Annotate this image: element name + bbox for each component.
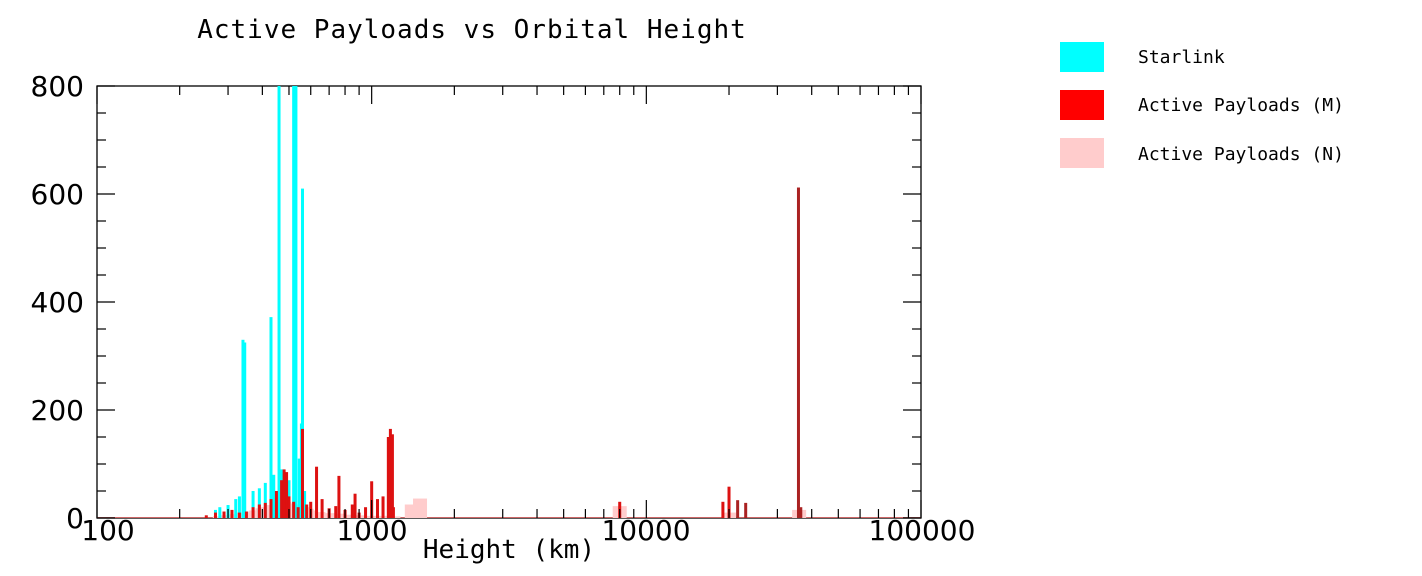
legend-label-active-payloads-m: Active Payloads (M) xyxy=(1138,95,1344,116)
bar-active-payloads-m-36 xyxy=(391,507,395,518)
chart-title: Active Payloads vs Orbital Height xyxy=(197,15,747,45)
legend: Starlink Active Payloads (M) Active Payl… xyxy=(1060,42,1344,168)
bar-starlink-10 xyxy=(269,317,273,518)
bar-active-payloads-m-12 xyxy=(282,469,286,518)
bar-active-payloads-m-31 xyxy=(375,499,379,518)
bar-starlink-9 xyxy=(263,482,267,518)
bar-starlink-17 xyxy=(297,458,301,518)
x-tick-label-1000: 1000 xyxy=(336,514,407,547)
bar-active-payloads-m-7 xyxy=(257,504,261,518)
bar-starlink-16 xyxy=(294,86,298,518)
legend-label-starlink: Starlink xyxy=(1138,47,1225,68)
bar-active-payloads-n-26 xyxy=(413,498,428,518)
bar-active-payloads-m-30 xyxy=(370,481,374,518)
bar-active-payloads-m-27 xyxy=(353,493,357,518)
bar-active-payloads-m-13 xyxy=(285,472,289,518)
bar-starlink-7 xyxy=(251,491,255,518)
legend-swatch-starlink xyxy=(1060,42,1104,72)
bar-active-payloads-m-18 xyxy=(305,504,309,518)
bar-active-payloads-m-41 xyxy=(744,502,748,518)
bar-active-payloads-m-26 xyxy=(350,504,354,518)
bar-active-payloads-m-10 xyxy=(274,491,278,518)
legend-label-active-payloads-n: Active Payloads (N) xyxy=(1138,144,1344,165)
bar-active-payloads-m-34 xyxy=(388,428,392,518)
x-tick-label-100000: 100000 xyxy=(869,514,976,547)
bar-active-payloads-n-17 xyxy=(311,512,326,518)
bar-active-payloads-m-14 xyxy=(287,496,291,518)
bar-starlink-20 xyxy=(303,491,307,518)
bar-starlink-1 xyxy=(218,507,222,518)
x-tick-labels: 100 1000 10000 100000 xyxy=(81,514,975,547)
bar-active-payloads-m-43 xyxy=(799,507,803,518)
bar-active-payloads-m-8 xyxy=(263,502,267,518)
bar-active-payloads-m-0 xyxy=(204,515,208,518)
x-axis-label: Height (km) xyxy=(423,535,595,565)
bar-active-payloads-m-3 xyxy=(230,509,234,518)
bar-active-payloads-m-6 xyxy=(251,507,255,518)
bar-active-payloads-m-20 xyxy=(315,466,319,518)
bar-active-payloads-m-2 xyxy=(222,511,226,518)
bar-active-payloads-m-1 xyxy=(213,512,217,518)
bar-active-payloads-m-11 xyxy=(280,480,284,518)
bar-starlink-19 xyxy=(301,188,304,518)
bar-active-payloads-m-24 xyxy=(337,475,341,518)
bar-active-payloads-m-39 xyxy=(727,486,731,518)
ticks-group xyxy=(96,85,922,519)
y-tick-label-0: 0 xyxy=(66,502,84,535)
y-tick-label-600: 600 xyxy=(31,178,84,211)
x-tick-label-10000: 10000 xyxy=(601,514,690,547)
bar-active-payloads-m-40 xyxy=(736,500,740,518)
bar-active-payloads-m-17 xyxy=(301,428,304,518)
bar-active-payloads-m-9 xyxy=(269,499,273,518)
bar-starlink-5 xyxy=(241,339,245,518)
bar-starlink-11 xyxy=(272,474,276,518)
bar-active-payloads-n-20 xyxy=(340,514,355,518)
bar-active-payloads-m-16 xyxy=(296,507,300,518)
y-tick-labels: 0 200 400 600 800 xyxy=(31,70,84,535)
bar-active-payloads-m-21 xyxy=(320,499,324,518)
bar-starlink-15 xyxy=(292,86,296,518)
legend-swatch-active-payloads-n xyxy=(1060,138,1104,168)
bar-starlink-4 xyxy=(237,496,241,518)
y-tick-label-800: 800 xyxy=(31,70,84,103)
x-tick-label-100: 100 xyxy=(81,514,134,547)
bar-active-payloads-m-42 xyxy=(796,187,800,518)
bar-active-payloads-m-32 xyxy=(381,496,385,518)
bars-group xyxy=(97,86,921,518)
bar-active-payloads-m-29 xyxy=(364,507,368,518)
bar-active-payloads-m-33 xyxy=(386,437,390,518)
y-tick-label-400: 400 xyxy=(31,286,84,319)
bar-active-payloads-m-35 xyxy=(390,434,394,518)
bar-starlink-6 xyxy=(243,342,247,518)
y-tick-label-200: 200 xyxy=(31,394,84,427)
bar-active-payloads-m-23 xyxy=(334,506,338,518)
bar-starlink-12 xyxy=(277,86,281,518)
bar-active-payloads-m-15 xyxy=(292,501,296,518)
bar-starlink-8 xyxy=(257,488,261,518)
bar-active-payloads-m-38 xyxy=(721,501,725,518)
legend-swatch-active-payloads-m xyxy=(1060,90,1104,120)
bar-active-payloads-m-4 xyxy=(237,512,241,518)
bar-active-payloads-m-5 xyxy=(244,511,248,518)
bar-starlink-3 xyxy=(234,499,238,518)
